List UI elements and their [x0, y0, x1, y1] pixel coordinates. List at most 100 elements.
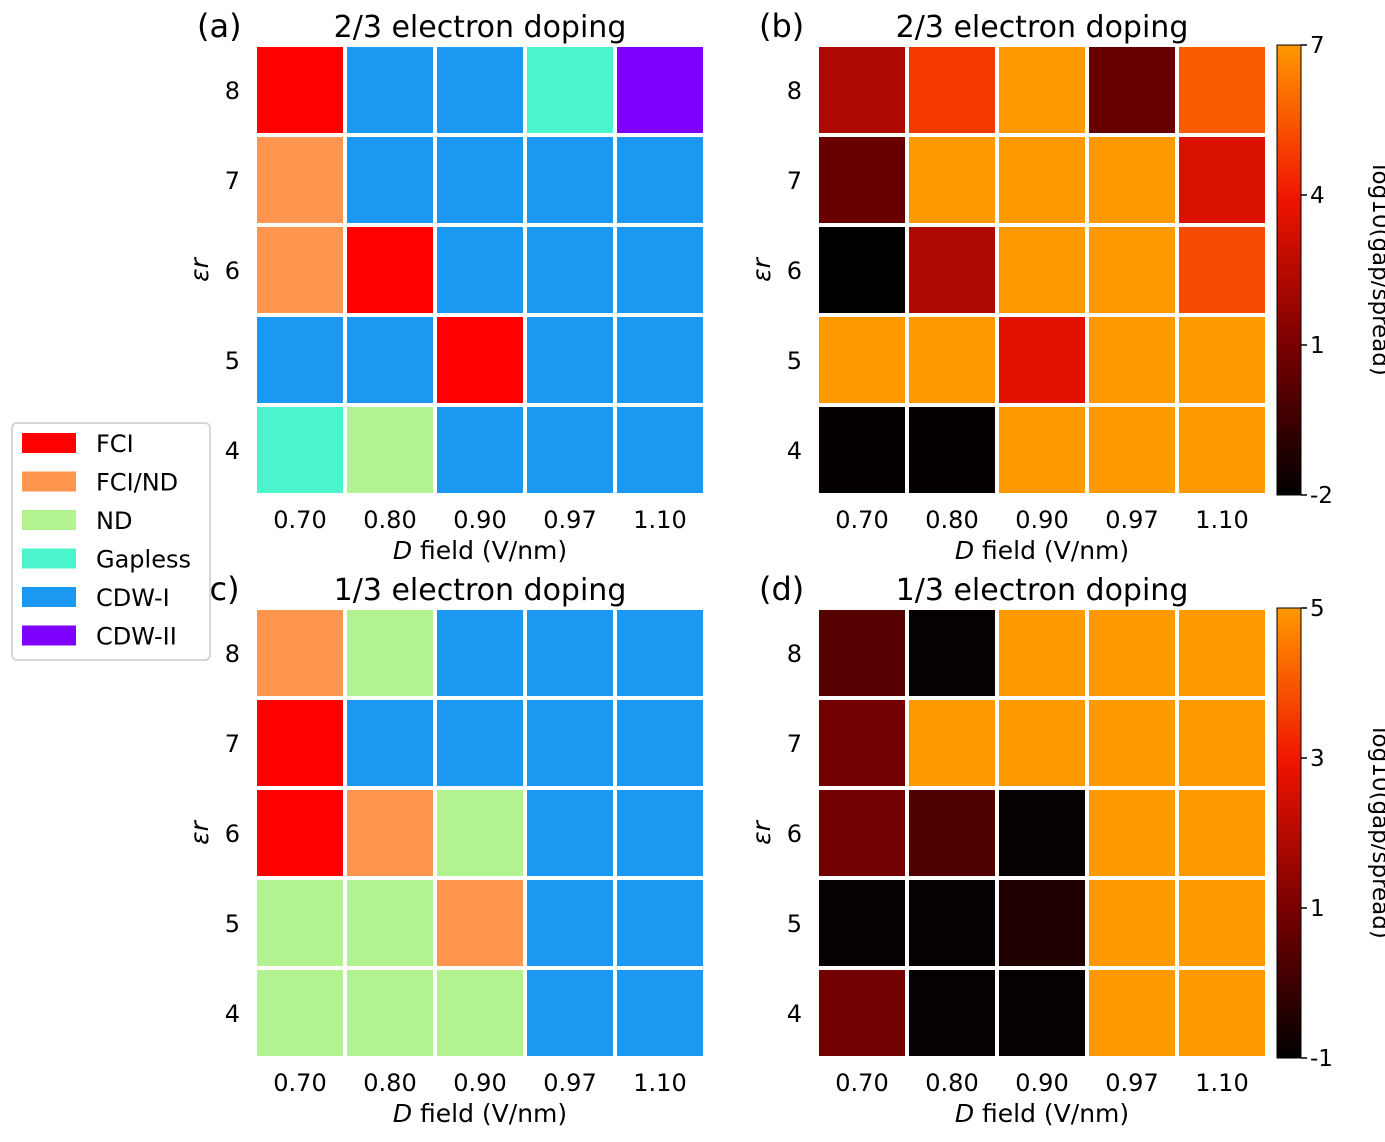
panel-a: (a) 2/3 electron doping 0.70 0.80 0.90 0.97 1.… [185, 7, 703, 565]
y-tick-label: 6 [787, 820, 802, 848]
heatmap-cell [909, 970, 995, 1056]
y-axis-label: εr [185, 256, 214, 282]
colorbar-label: log10(gap/spread) [1367, 164, 1385, 376]
heatmap-cell [347, 610, 433, 696]
heatmap-cell [617, 880, 703, 966]
heatmap-cell [527, 610, 613, 696]
heatmap-cell [617, 610, 703, 696]
heatmap-cell [257, 407, 343, 493]
heatmap-cell [1179, 47, 1265, 133]
y-tick-label: 4 [225, 437, 240, 465]
y-tick-label: 6 [225, 257, 240, 285]
x-axis-label: D field (V/nm) [955, 536, 1129, 565]
panel-letter: (a) [197, 7, 242, 45]
heatmap-cell [347, 790, 433, 876]
y-tick-label: 7 [225, 730, 240, 758]
panel-title: 1/3 electron doping [896, 573, 1189, 608]
x-tick-label: 0.97 [1105, 1069, 1158, 1097]
heatmap-cell [347, 970, 433, 1056]
heatmap-cell [527, 227, 613, 313]
x-tick-label: 0.80 [925, 506, 978, 534]
x-tick-label: 0.80 [363, 1069, 416, 1097]
heatmap-cell [909, 880, 995, 966]
legend-label: ND [96, 507, 132, 535]
heatmap-cell [909, 407, 995, 493]
y-tick-label: 5 [225, 347, 240, 375]
legend-swatch [22, 471, 76, 492]
colorbar-tick-label: 3 [1310, 746, 1325, 772]
colorbar [1276, 44, 1302, 496]
heatmap-cell [437, 880, 523, 966]
y-axis-label: εr [185, 819, 214, 845]
heatmap-cell [819, 880, 905, 966]
legend-swatch [22, 510, 76, 530]
heatmap-cell [617, 407, 703, 493]
heatmap-cell [999, 227, 1085, 313]
heatmap-cell [527, 47, 613, 133]
heatmap-cell [347, 880, 433, 966]
heatmap-cell [617, 137, 703, 223]
x-axis-label-italic: D [393, 536, 412, 565]
heatmap-cell [819, 700, 905, 786]
heatmap-cell [617, 700, 703, 786]
heatmap-cell [347, 317, 433, 403]
heatmap-cell [819, 407, 905, 493]
heatmap-cell [527, 880, 613, 966]
x-tick-label: 0.70 [835, 1069, 888, 1097]
heatmap-cell [909, 610, 995, 696]
heatmap-cell [1179, 880, 1265, 966]
panel-d: (d) 1/3 electron doping 0.70 0.80 0.90 0.97 1.… [747, 570, 1385, 1128]
x-tick-label: 1.10 [633, 506, 686, 534]
y-tick-label: 8 [225, 640, 240, 668]
y-tick-label: 8 [225, 77, 240, 105]
panel-b: (b) 2/3 electron doping 0.70 0.80 0.90 0.97 1.… [747, 7, 1385, 565]
heatmap-cell [437, 407, 523, 493]
y-axis-label: εr [747, 819, 776, 845]
panel-title: 1/3 electron doping [334, 573, 627, 608]
heatmap-cell [257, 970, 343, 1056]
x-axis-label-rest: field (V/nm) [412, 1099, 567, 1128]
heatmap-cell [347, 227, 433, 313]
heatmap-cell [1089, 227, 1175, 313]
heatmap-cell [527, 970, 613, 1056]
heatmap-cell [909, 317, 995, 403]
heatmap-cell [257, 700, 343, 786]
heatmap-cell [1089, 137, 1175, 223]
heatmap-cell [617, 970, 703, 1056]
heatmap-cell [257, 317, 343, 403]
heatmap-cell [257, 610, 343, 696]
x-tick-label: 0.80 [363, 506, 416, 534]
heatmap-cell [999, 47, 1085, 133]
legend-swatch [22, 625, 76, 646]
panel-title: 2/3 electron doping [334, 10, 627, 45]
heatmap-cell [819, 137, 905, 223]
colorbar [1276, 607, 1302, 1059]
colorbar-tick-label: 4 [1310, 183, 1325, 209]
heatmap-cell [1179, 317, 1265, 403]
legend-swatch [22, 587, 76, 607]
x-tick-label: 0.70 [273, 1069, 326, 1097]
panel-letter: (d) [759, 570, 804, 608]
y-tick-label: 4 [225, 1000, 240, 1028]
heatmap-cell [909, 790, 995, 876]
heatmap-cell [617, 47, 703, 133]
colorbar-tick-label: 5 [1310, 596, 1325, 622]
heatmap-cell [999, 970, 1085, 1056]
heatmap-cell [819, 47, 905, 133]
heatmap-cell [527, 700, 613, 786]
x-axis-label-italic: D [955, 536, 974, 565]
heatmap-cell [1089, 880, 1175, 966]
heatmap-cell [257, 47, 343, 133]
heatmap-cell [819, 317, 905, 403]
heatmap-cell [527, 137, 613, 223]
colorbar-tick-label: -2 [1310, 483, 1333, 509]
panel-letter: (b) [759, 7, 804, 45]
heatmap-cell [1179, 610, 1265, 696]
heatmap-cell [437, 227, 523, 313]
heatmap-cell [1179, 137, 1265, 223]
heatmap-cell [257, 227, 343, 313]
heatmap-cell [347, 137, 433, 223]
legend-swatch [22, 548, 76, 569]
heatmap-cell [437, 700, 523, 786]
colorbar-tick-label: 1 [1310, 896, 1325, 922]
